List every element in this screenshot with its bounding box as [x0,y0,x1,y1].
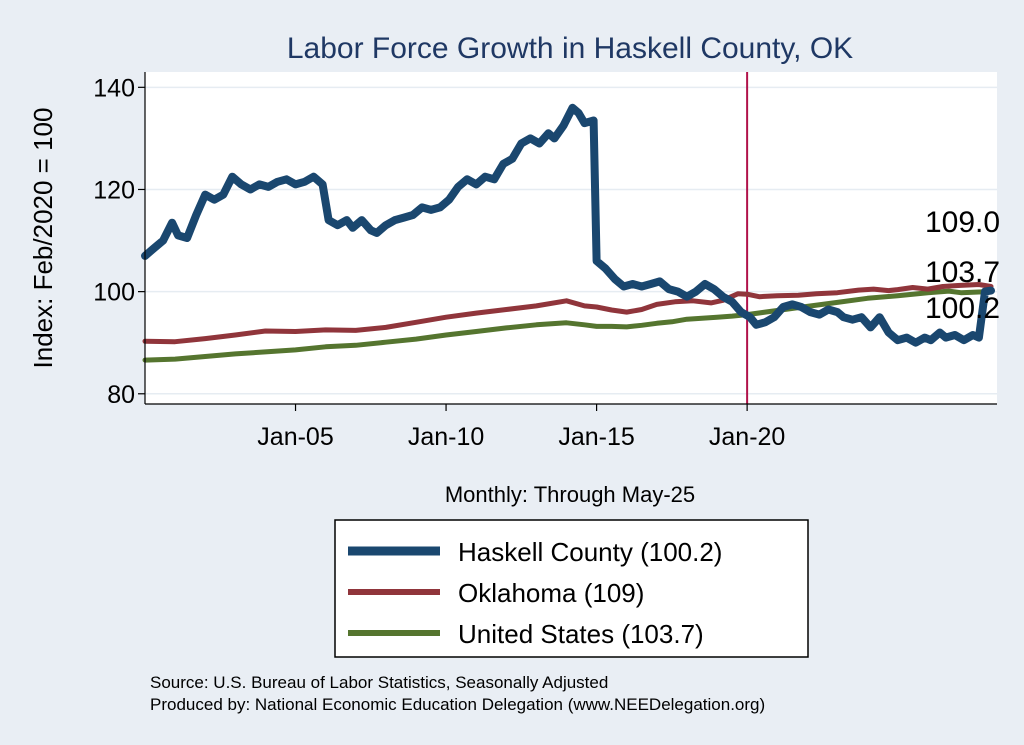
y-tick-label-140: 140 [93,74,135,102]
end-label-united-states: 103.7 [925,256,1000,289]
y-axis-ticks: 80 100 120 140 [93,74,145,409]
x-tick-label-Jan-10: Jan-10 [408,423,484,451]
x-axis-ticks: Jan-05 Jan-10 Jan-15 Jan-20 [257,404,785,451]
legend-label-oklahoma: Oklahoma (109) [458,578,644,608]
series-line-haskell [141,103,995,347]
plot-area [145,72,997,404]
x-tick-label-Jan-20: Jan-20 [709,423,785,451]
series-line-oklahoma [142,282,994,345]
series-lines [141,103,995,363]
y-tick-label-100: 100 [93,279,135,307]
x-tick-label-Jan-15: Jan-15 [558,423,634,451]
y-tick-label-120: 120 [93,176,135,204]
legend-label-haskell: Haskell County (100.2) [458,537,722,567]
gridlines [145,86,997,395]
legend: Haskell County (100.2) Oklahoma (109) Un… [334,519,809,658]
end-label-oklahoma: 109.0 [925,206,1000,239]
x-tick-label-Jan-05: Jan-05 [257,423,333,451]
y-tick-label-80: 80 [107,381,135,409]
y-axis-title: Index: Feb/2020 = 100 [28,108,58,369]
end-label-haskell: 100.2 [925,292,1000,325]
x-axis-title: Monthly: Through May-25 [445,482,695,507]
series-line-united-states [142,288,994,363]
source-line: Source: U.S. Bureau of Labor Statistics,… [150,673,608,692]
chart-title: Labor Force Growth in Haskell County, OK [287,32,853,65]
legend-label-united-states: United States (103.7) [458,619,704,649]
produced-by-line: Produced by: National Economic Education… [150,695,765,714]
